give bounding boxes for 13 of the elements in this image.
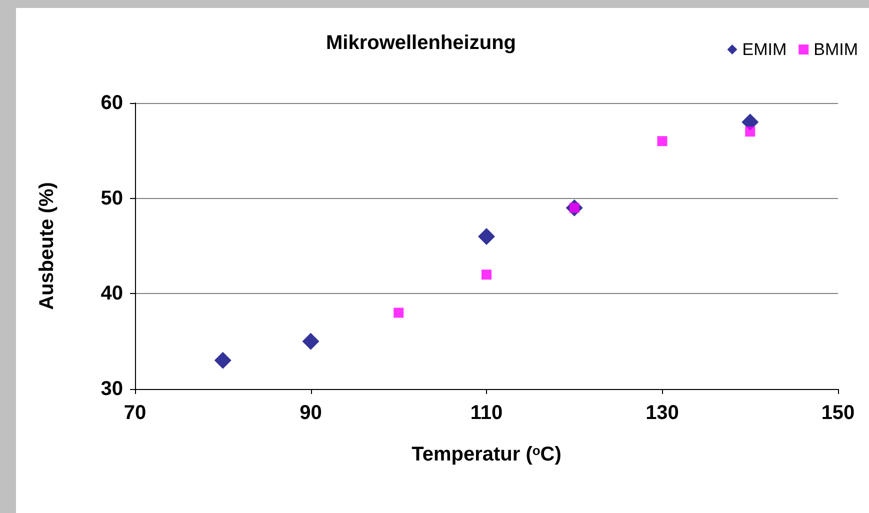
x-tick-label: 90	[300, 402, 322, 424]
y-tick-label: 30	[100, 378, 123, 400]
chart-title: Mikrowellenheizung	[326, 32, 516, 54]
x-tick-label: 150	[821, 402, 855, 424]
y-tick-label: 40	[100, 282, 123, 305]
x-tick-label: 70	[124, 402, 146, 424]
x-tick-label: 130	[646, 402, 679, 424]
y-axis-title: Ausbeute (%)	[36, 182, 58, 310]
y-tick-label: 60	[100, 92, 123, 114]
legend-label: BMIM	[814, 40, 858, 59]
y-tick-label: 50	[100, 187, 123, 210]
legend-label: EMIM	[742, 40, 787, 59]
x-tick-label: 110	[470, 402, 503, 424]
